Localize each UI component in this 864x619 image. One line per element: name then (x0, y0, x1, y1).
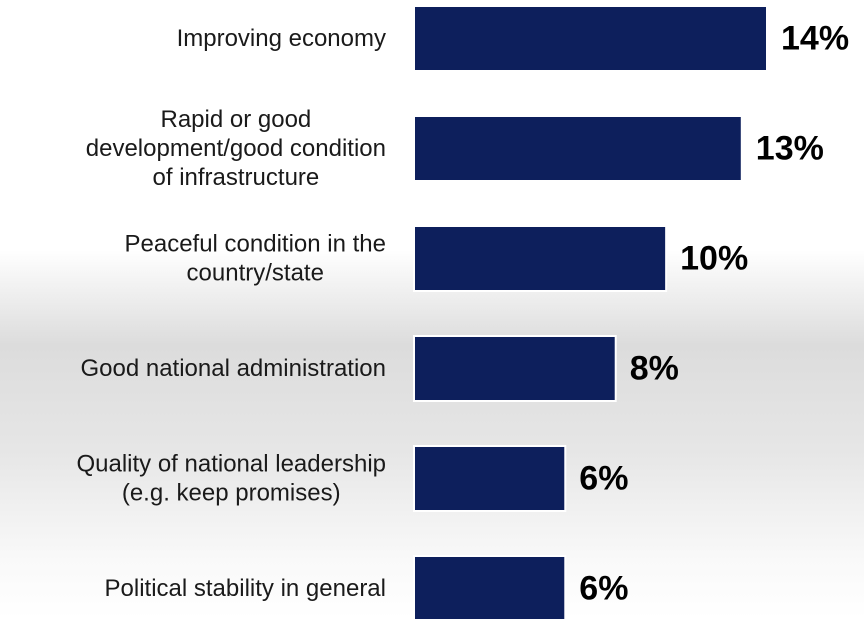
value-label-4: 8% (630, 350, 679, 388)
bar-1 (413, 5, 768, 72)
bars (413, 5, 768, 619)
value-labels: 14% 13% 10% 8% 6% 6% (579, 20, 849, 608)
bar-6 (413, 555, 567, 619)
category-labels: Improving economy Rapid or gooddevelopmen… (76, 25, 386, 602)
bar-5 (413, 445, 567, 512)
category-label-1-line-1: Improving economy (177, 25, 386, 52)
value-label-1: 14% (781, 20, 849, 58)
category-label-6-line-1: Political stability in general (105, 575, 386, 602)
category-label-2-line-2: development/good condition (86, 135, 386, 162)
category-label-3-line-2: country/state (187, 260, 324, 287)
category-label-5-line-2: (e.g. keep promises) (122, 480, 341, 507)
bar-2 (413, 115, 743, 182)
category-label-4-line-1: Good national administration (80, 355, 386, 382)
category-label-2-line-1: Rapid or good (160, 106, 311, 133)
value-label-5: 6% (579, 460, 628, 498)
value-label-3: 10% (680, 240, 748, 278)
category-label-2-line-3: of infrastructure (153, 164, 320, 191)
category-label-5-line-1: Quality of national leadership (76, 451, 386, 478)
value-label-6: 6% (579, 570, 628, 608)
bar-3 (413, 225, 668, 292)
value-label-2: 13% (756, 130, 824, 168)
category-label-3-line-1: Peaceful condition in the (124, 231, 386, 258)
bar-4 (413, 335, 617, 402)
